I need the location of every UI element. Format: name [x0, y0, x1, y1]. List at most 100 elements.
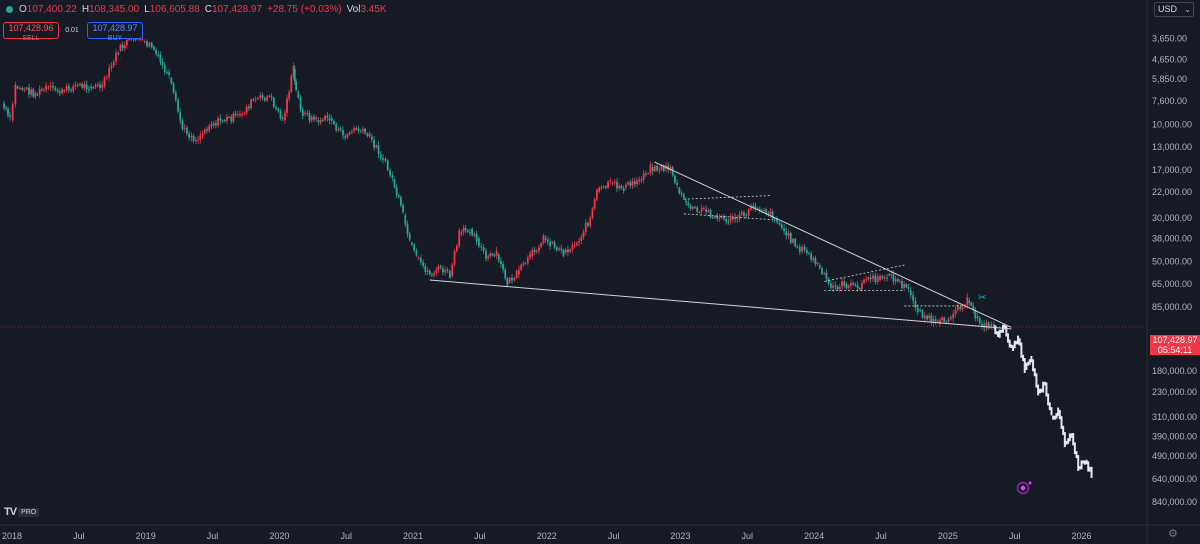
history-candle-body — [386, 160, 389, 171]
history-candle-body — [466, 230, 469, 232]
low-value: 106,605.88 — [149, 3, 200, 15]
projection-candle — [1033, 368, 1036, 377]
trendline[interactable] — [429, 279, 1012, 330]
price-tick-label: 180,000.00 — [1152, 366, 1197, 376]
history-candle-body — [671, 167, 674, 176]
time-tick-label: Jul — [340, 531, 352, 541]
history-candle-body — [384, 159, 387, 161]
history-candle-body — [524, 263, 527, 265]
time-tick-label: 2020 — [269, 531, 289, 541]
history-candle-body — [301, 109, 304, 116]
history-candle-body — [236, 114, 239, 116]
price-axis[interactable]: 3,650.00 4,650.00 5,850.00 7,600.00 10,000.0… — [1152, 34, 1197, 507]
history-candle-body — [596, 189, 598, 200]
history-candle-body — [379, 154, 382, 159]
history-candle-body — [186, 127, 188, 134]
volume-value: 3.45K — [360, 3, 387, 15]
history-candle-body — [874, 275, 877, 282]
currency-select[interactable]: USD ⌄ — [1154, 2, 1194, 17]
history-candle-body — [306, 113, 309, 115]
projection-candle — [1038, 388, 1041, 394]
replay-icon[interactable] — [1013, 480, 1035, 496]
tradingview-logo[interactable]: TV PRO — [4, 506, 50, 518]
history-candle-body — [310, 116, 313, 121]
history-candle-body — [618, 185, 621, 189]
history-candle-body — [226, 116, 228, 121]
history-candle-body — [745, 215, 748, 217]
history-candle-body — [270, 96, 273, 98]
history-candle-body — [419, 257, 422, 263]
time-tick-label: Jul — [742, 531, 754, 541]
history-candle-body — [74, 84, 77, 86]
time-tick-label: 2026 — [1072, 531, 1092, 541]
history-candle-body — [219, 118, 222, 121]
channel-line[interactable] — [824, 264, 905, 282]
time-tick-label: 2021 — [403, 531, 423, 541]
history-candle-body — [808, 252, 810, 254]
history-candle-body — [473, 233, 476, 236]
history-candle-body — [157, 54, 160, 56]
projection-candle — [1090, 466, 1093, 478]
projection-candle — [1058, 410, 1061, 420]
history-candle-body — [949, 317, 952, 319]
price-tick-label: 310,000.00 — [1152, 412, 1197, 422]
time-tick-label: Jul — [73, 531, 85, 541]
history-candle-body — [551, 242, 554, 244]
history-candle-body — [49, 85, 52, 88]
history-candle-body — [727, 221, 730, 223]
history-candle-body — [61, 88, 64, 94]
history-candle-body — [252, 99, 255, 101]
time-tick-label: Jul — [1009, 531, 1021, 541]
history-candle-body — [38, 89, 41, 95]
projection-candle — [1042, 381, 1045, 393]
history-candle-body — [518, 269, 520, 275]
projection-candle — [1065, 440, 1068, 445]
price-tick-label: 840,000.00 — [1152, 497, 1197, 507]
history-candle-body — [881, 275, 884, 279]
history-candle-body — [508, 277, 511, 283]
scissors-icon[interactable]: ✂ — [978, 292, 986, 303]
channel-line[interactable] — [683, 195, 771, 200]
trendline[interactable] — [654, 161, 1012, 328]
history-candle-body — [591, 208, 594, 219]
history-candle-body — [941, 317, 944, 321]
history-candle-body — [729, 216, 732, 222]
history-candle-body — [631, 181, 634, 186]
history-candle-body — [485, 250, 487, 259]
history-candle-body — [250, 99, 253, 109]
history-candle-body — [961, 307, 964, 310]
projection-candle — [1012, 345, 1015, 351]
history-candle-body — [780, 224, 783, 228]
history-candle-body — [718, 217, 721, 219]
history-candle-body — [281, 118, 284, 120]
history-candle-body — [769, 211, 772, 215]
time-tick-label: Jul — [875, 531, 887, 541]
sell-button[interactable]: 107,428.96 SELL — [3, 22, 59, 42]
history-candle-body — [547, 239, 549, 242]
history-candle-body — [373, 139, 376, 148]
channel-line[interactable] — [683, 213, 771, 221]
time-axis[interactable]: 2018 Jul 2019 Jul 2020 Jul 2021 Jul 2022 Jul 2023 J… — [2, 531, 1092, 541]
history-candle-body — [760, 210, 763, 212]
history-candle-body — [487, 256, 489, 259]
history-candle-body — [978, 317, 981, 324]
gear-icon[interactable]: ⚙ — [1168, 528, 1178, 540]
history-candle-body — [564, 249, 567, 253]
history-candle-body — [928, 315, 931, 319]
history-candle-body — [92, 86, 95, 89]
history-candle-body — [65, 86, 68, 91]
history-candle-body — [471, 228, 474, 236]
history-candle-body — [562, 249, 565, 257]
history-candle-body — [393, 179, 396, 188]
history-candle-body — [101, 84, 104, 88]
projection-candle — [1020, 342, 1023, 358]
history-candle-body — [667, 165, 670, 171]
history-candle-body — [943, 317, 946, 322]
history-candle-body — [533, 249, 536, 252]
history-candle-body — [698, 211, 701, 213]
buy-button[interactable]: 107,428.97 BUY — [87, 22, 143, 42]
history-candle-body — [716, 216, 719, 219]
history-candle-body — [263, 97, 266, 101]
history-candle-body — [747, 209, 750, 216]
